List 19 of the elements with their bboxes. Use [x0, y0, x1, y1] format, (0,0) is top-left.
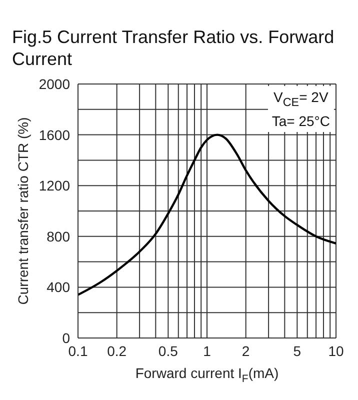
condition-note: V$_{CE}$= 2V Ta= 25°C — [268, 86, 334, 132]
x-tick-label: 5 — [293, 342, 302, 359]
x-tick-label: 1 — [203, 342, 212, 359]
x-tick-label: 0.1 — [68, 342, 88, 359]
x-tick-label: 0.2 — [107, 342, 127, 359]
x-tick-label: 10 — [328, 342, 344, 359]
x-tick-label: 2 — [242, 342, 250, 359]
y-tick-label: 800 — [46, 228, 70, 244]
y-tick-label: 0 — [62, 330, 70, 346]
y-tick-label: 400 — [46, 279, 70, 296]
x-tick-label: 0.5 — [158, 342, 178, 359]
chart-title: Fig.5 Current Transfer Ratio vs. Forward Current — [11, 26, 336, 71]
x-axis-title: Forward current I$_{F}$(mA) — [135, 365, 279, 385]
y-axis-title: Current transfer ratio CTR (%) — [15, 117, 31, 305]
annotation: V$_{CE}$= 2V — [272, 88, 330, 111]
y-tick-label: 1600 — [38, 126, 70, 143]
annotation: Ta= 25°C — [272, 112, 330, 130]
y-tick-label: 1200 — [38, 178, 70, 194]
y-tick-label: 2000 — [38, 76, 70, 92]
